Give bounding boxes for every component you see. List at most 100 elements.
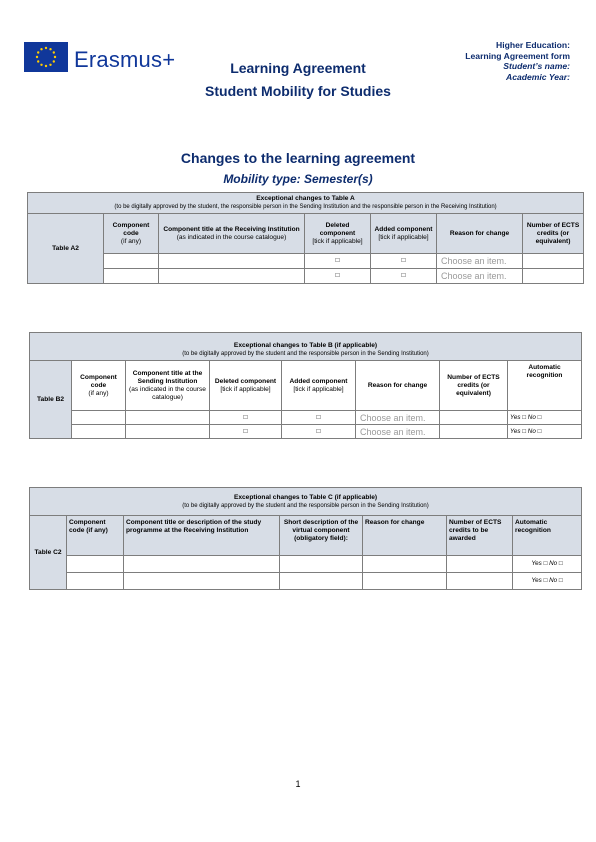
reason-dropdown[interactable]: Choose an item. [436,268,523,284]
cell-code[interactable] [103,253,159,269]
cell-code[interactable] [103,268,159,284]
table-c2-label: Table C2 [29,515,67,590]
caption-text: Exceptional changes to Table A [256,195,355,202]
table-c2-caption: Exceptional changes to Table C (if appli… [28,487,583,516]
auto-recognition-toggle[interactable]: Yes □ No □ [507,424,582,439]
added-checkbox[interactable]: □ [281,424,356,439]
header-form: Learning Agreement form [465,50,570,61]
cell-title[interactable] [125,410,210,425]
h-added-2: [tick if applicable] [293,385,344,393]
cell-short[interactable] [279,555,363,573]
h-reason: Reason for change [362,515,447,556]
erasmus-logo-text: Erasmus+ [74,47,176,72]
cell-reason[interactable] [362,572,447,590]
table-row: Yes □ No □ [30,555,583,573]
deleted-checkbox[interactable]: □ [209,410,282,425]
h-title-2: (as indicated in the course catalogue) [129,385,206,401]
added-checkbox[interactable]: □ [370,253,437,269]
reason-dropdown[interactable]: Choose an item. [436,253,523,269]
table-b2-caption: Exceptional changes to Table B (if appli… [29,332,582,361]
cell-title[interactable] [158,268,305,284]
cell-code[interactable] [66,555,124,573]
auto-recognition-toggle[interactable]: Yes □ No □ [511,572,583,590]
cell-ects[interactable] [439,410,508,425]
auto-recognition-toggle[interactable]: Yes □ No □ [511,555,583,573]
h-deleted: Deleted component [tick if applicable] [304,213,371,254]
deleted-checkbox[interactable]: □ [304,253,371,269]
cell-ects[interactable] [521,268,585,284]
header-he: Higher Education: [495,40,570,50]
auto-recognition-toggle[interactable]: Yes □ No □ [507,410,582,425]
page-number: 1 [295,779,301,789]
cell-ects[interactable] [446,555,513,573]
header-right-block: Higher Education: Learning Agreement for… [465,40,570,82]
h-ects: Number of ECTS credits (or equivalent) [521,213,585,254]
h-added-1: Added component [289,377,348,385]
h-added-2: [tick if applicable] [378,233,429,241]
table-row: Yes □ No □ [30,572,583,590]
doc-title: Learning Agreement [230,60,366,76]
cell-reason[interactable] [362,555,447,573]
h-deleted-2: [tick if applicable] [220,385,271,393]
cell-title[interactable] [123,555,280,573]
cell-ects[interactable] [439,424,508,439]
table-row: □ □ Choose an item. [28,268,585,284]
h-added-1: Added component [374,225,433,233]
section-subtitle: Mobility type: Semester(s) [223,172,373,186]
cell-ects[interactable] [446,572,513,590]
h-code-2: (if any) [120,237,142,245]
table-b2-label: Table B2 [29,360,72,439]
h-deleted-2: [tick if applicable] [312,237,363,245]
h-auto: Automatic recognition [511,515,583,556]
table-a2-caption: Exceptional changes to Table A (to be di… [26,192,585,214]
h-reason: Reason for change [436,213,523,254]
caption-sub: (to be digitally approved by the student… [114,204,497,210]
h-deleted-1: Deleted component [319,221,356,237]
reason-dropdown[interactable]: Choose an item. [355,424,440,439]
reason-dropdown[interactable]: Choose an item. [355,410,440,425]
h-deleted: Deleted component [tick if applicable] [209,360,282,411]
doc-subtitle: Student Mobility for Studies [205,83,391,99]
h-title-2: (as indicated in the course catalogue) [176,233,287,241]
cell-title[interactable] [123,572,280,590]
added-checkbox[interactable]: □ [370,268,437,284]
h-added: Added component [tick if applicable] [281,360,356,411]
h-title-1: Component title at the Receiving Institu… [163,225,300,233]
h-title: Component title at the Receiving Institu… [158,213,305,254]
h-added: Added component [tick if applicable] [370,213,437,254]
table-c2: Exceptional changes to Table C (if appli… [28,487,583,590]
h-short: Short description of the virtual compone… [279,515,363,556]
header-student-name: Student’s name: [503,61,570,71]
table-row: □ □ Choose an item. Yes □ No □ [30,410,582,425]
section-title: Changes to the learning agreement [180,150,416,166]
table-row: □ □ Choose an item. [28,253,585,269]
h-title-1: Component title at the Sending Instituti… [132,369,203,385]
cell-title[interactable] [158,253,305,269]
cell-code[interactable] [71,410,126,425]
h-code-1: Component code [80,373,117,389]
caption-text: Exceptional changes to Table B (if appli… [233,342,378,349]
header-academic-year: Academic Year: [505,71,570,82]
cell-code[interactable] [66,572,124,590]
cell-ects[interactable] [521,253,585,269]
h-ects: Number of ECTS credits (or equivalent) [439,360,508,411]
deleted-checkbox[interactable]: □ [209,424,282,439]
h-deleted-1: Deleted component [214,377,277,385]
cell-code[interactable] [71,424,126,439]
cell-short[interactable] [279,572,363,590]
h-title: Component title or description of the st… [123,515,280,556]
h-ects: Number of ECTS credits to be awarded [446,515,513,556]
table-a2-label: Table A2 [27,213,104,284]
added-checkbox[interactable]: □ [281,410,356,425]
cell-title[interactable] [125,424,210,439]
table-row: □ □ Choose an item. Yes □ No □ [30,424,582,439]
h-code-2: (if any) [88,389,109,397]
h-title: Component title at the Sending Instituti… [125,360,210,411]
h-code-1: Component code [112,221,150,237]
eu-flag-icon [24,42,68,72]
caption-sub: (to be digitally approved by the student… [182,351,429,357]
h-reason: Reason for change [355,360,440,411]
table-a2: Exceptional changes to Table A (to be di… [26,192,585,284]
caption-text: Exceptional changes to Table C (if appli… [233,493,378,501]
deleted-checkbox[interactable]: □ [304,268,371,284]
